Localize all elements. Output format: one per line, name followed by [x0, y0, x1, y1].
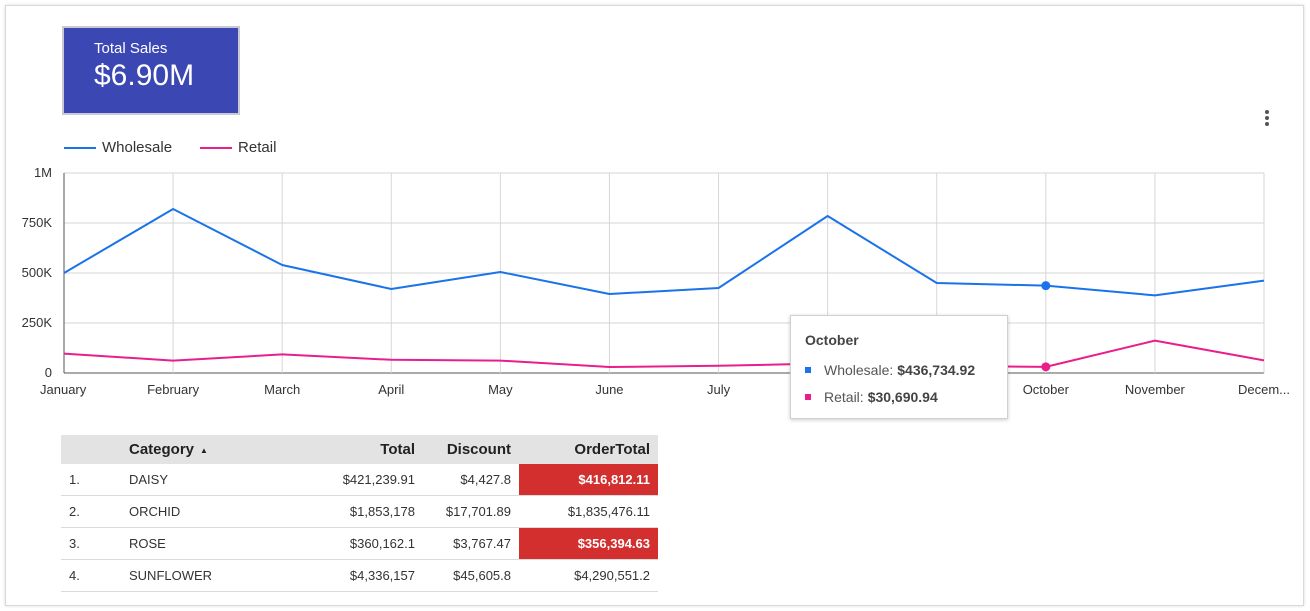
series-line-wholesale — [63, 208, 1265, 297]
table-header-row: Category ▲ Total Discount OrderTotal — [61, 435, 658, 464]
more-vert-icon[interactable] — [1258, 106, 1276, 130]
row-category: SUNFLOWER — [121, 559, 287, 592]
y-tick-label: 750K — [22, 215, 53, 230]
legend-label-wholesale: Wholesale — [102, 139, 173, 156]
x-tick-label: June — [595, 382, 623, 397]
row-index: 3. — [61, 527, 121, 560]
scorecard-value: $6.90M — [94, 59, 195, 92]
y-tick-label: 500K — [22, 265, 53, 280]
table-row[interactable]: 3. ROSE $360,162.1 $3,767.47 $356,394.63 — [61, 527, 658, 560]
series-line-retail — [63, 339, 1265, 368]
row-discount: $3,767.47 — [423, 527, 519, 560]
row-order-total: $356,394.63 — [519, 527, 658, 560]
chart-legend: Wholesale Retail — [64, 139, 276, 156]
row-total: $421,239.91 — [287, 464, 423, 496]
header-discount[interactable]: Discount — [423, 435, 519, 464]
legend-swatch-retail — [200, 146, 233, 149]
x-tick-label: January — [40, 382, 87, 397]
row-index: 1. — [61, 464, 121, 496]
tooltip-value-retail: $30,690.94 — [867, 389, 938, 405]
x-tick-label: Decem... — [1238, 382, 1290, 397]
tooltip-swatch-retail — [805, 394, 811, 400]
y-tick-label: 250K — [22, 315, 53, 330]
row-order-total: $1,835,476.11 — [519, 495, 658, 528]
header-category-label: Category — [129, 441, 195, 458]
row-discount: $45,605.8 — [423, 559, 519, 592]
tooltip-title: October — [805, 332, 859, 348]
header-index — [61, 435, 121, 464]
row-category: ORCHID — [121, 495, 287, 528]
row-total: $360,162.1 — [287, 527, 423, 560]
y-tick-label: 0 — [45, 365, 52, 380]
row-discount: $17,701.89 — [423, 495, 519, 528]
row-order-total: $416,812.11 — [519, 464, 658, 496]
tooltip-swatch-wholesale — [805, 367, 811, 373]
data-point — [1041, 281, 1051, 291]
table-row[interactable]: 2. ORCHID $1,853,178 $17,701.89 $1,835,4… — [61, 495, 658, 528]
row-category: DAISY — [121, 464, 287, 496]
chart-tooltip: October Wholesale: $436,734.92 Retail: $… — [790, 315, 1008, 419]
category-table: Category ▲ Total Discount OrderTotal 1. D… — [61, 435, 658, 592]
row-total: $1,853,178 — [287, 495, 423, 528]
tooltip-label-wholesale: Wholesale: — [824, 362, 894, 378]
x-tick-label: April — [378, 382, 404, 397]
row-order-total: $4,290,551.2 — [519, 559, 658, 592]
legend-swatch-wholesale — [64, 146, 96, 149]
tooltip-row-wholesale: Wholesale: $436,734.92 — [805, 362, 975, 378]
legend-item-wholesale[interactable]: Wholesale — [64, 139, 172, 156]
row-index: 4. — [61, 559, 121, 592]
header-order-total[interactable]: OrderTotal — [519, 435, 658, 464]
tooltip-value-wholesale: $436,734.92 — [897, 362, 976, 378]
row-index: 2. — [61, 495, 121, 528]
x-tick-label: February — [147, 382, 200, 397]
table-row[interactable]: 4. SUNFLOWER $4,336,157 $45,605.8 $4,290… — [61, 559, 658, 592]
x-tick-label: November — [1125, 382, 1186, 397]
x-tick-label: October — [1023, 382, 1070, 397]
sort-ascending-icon[interactable]: ▲ — [200, 445, 208, 455]
y-tick-label: 1M — [34, 165, 52, 180]
legend-item-retail[interactable]: Retail — [200, 139, 276, 156]
header-category[interactable]: Category ▲ — [121, 435, 287, 464]
tooltip-row-retail: Retail: $30,690.94 — [805, 389, 938, 405]
row-category: ROSE — [121, 527, 287, 560]
row-total: $4,336,157 — [287, 559, 423, 592]
x-tick-label: March — [264, 382, 300, 397]
tooltip-label-retail: Retail: — [824, 389, 864, 405]
legend-label-retail: Retail — [238, 139, 277, 156]
x-tick-label: July — [707, 382, 731, 397]
total-sales-scorecard[interactable]: Total Sales $6.90M — [62, 26, 240, 115]
x-tick-label: May — [488, 382, 513, 397]
row-discount: $4,427.8 — [423, 464, 519, 496]
scorecard-label: Total Sales — [94, 40, 168, 57]
data-point — [1041, 362, 1051, 372]
header-total[interactable]: Total — [287, 435, 423, 464]
table-row[interactable]: 1. DAISY $421,239.91 $4,427.8 $416,812.1… — [61, 464, 658, 496]
